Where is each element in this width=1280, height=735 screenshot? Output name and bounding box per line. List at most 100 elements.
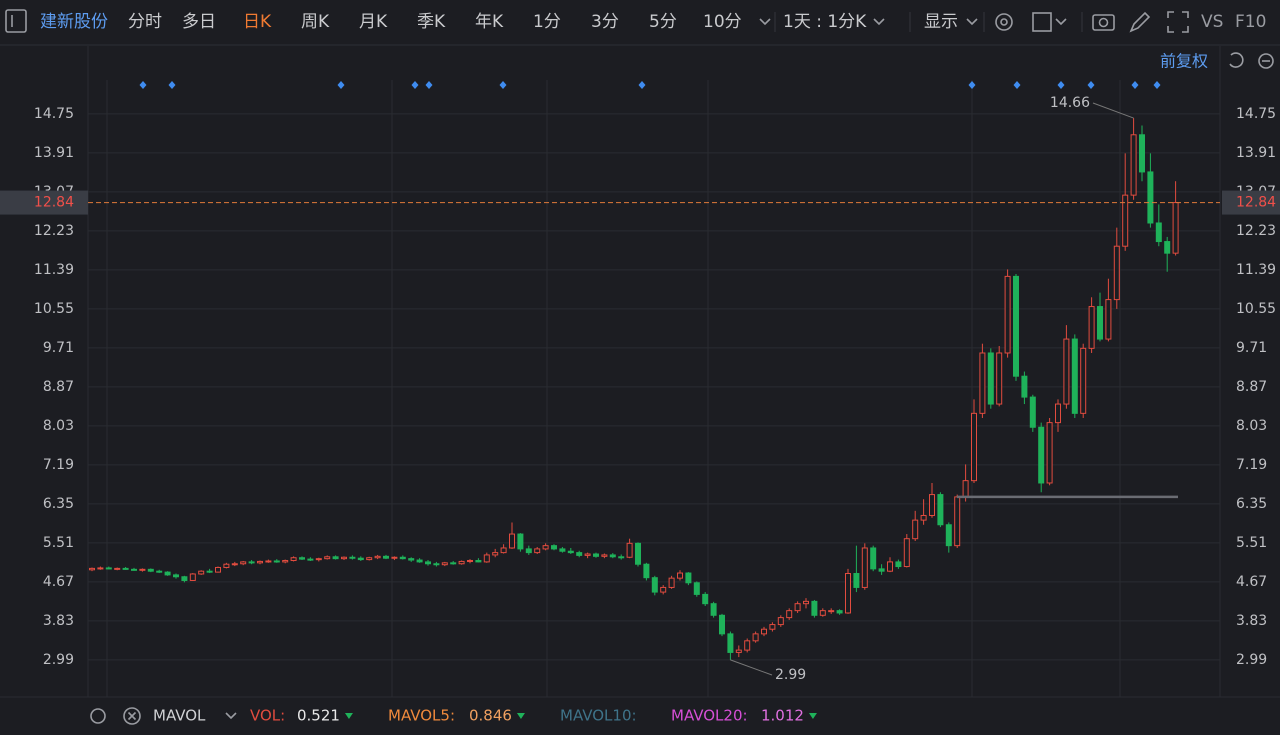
candle-body [1071, 338, 1078, 414]
chevron[interactable] [1055, 18, 1067, 26]
candle-body [114, 567, 121, 570]
candle-body [458, 560, 465, 565]
y-tick-label-right: 3.83 [1236, 613, 1267, 629]
indicator-name[interactable]: MAVOL [153, 707, 206, 725]
chevron[interactable] [759, 18, 771, 26]
event-marker[interactable] [1087, 81, 1095, 89]
candle-body [962, 480, 969, 498]
y-tick-label-right: 13.91 [1236, 145, 1276, 161]
collapse-icon[interactable] [1258, 53, 1274, 69]
candle-body [719, 614, 725, 635]
event-marker[interactable] [1013, 81, 1021, 89]
chevron[interactable] [225, 712, 237, 720]
chevron[interactable] [873, 18, 885, 26]
candle-body [366, 557, 373, 561]
max-leader [1092, 102, 1134, 119]
event-marker[interactable] [1153, 81, 1161, 89]
y-tick-label-right: 10.55 [1236, 301, 1276, 317]
y-tick-label-right: 8.87 [1236, 379, 1267, 395]
display-menu[interactable]: 显示 [924, 12, 958, 32]
undo-icon[interactable] [1229, 52, 1244, 68]
adjustment-toggle[interactable]: 前复权 [1160, 52, 1208, 71]
period-tab[interactable]: 年K [475, 12, 504, 32]
draw-shape-icon[interactable] [1032, 12, 1052, 32]
period-tab[interactable]: 1分 [533, 12, 561, 32]
event-marker[interactable] [139, 81, 147, 89]
candle-body [702, 593, 709, 605]
candle-body [593, 553, 599, 557]
candle-body [584, 553, 591, 556]
candle-body [920, 514, 927, 521]
event-marker[interactable] [1131, 81, 1139, 89]
event-marker[interactable] [337, 81, 345, 89]
candle-body [1046, 422, 1053, 484]
candle-body [971, 412, 977, 482]
period-tab[interactable]: 3分 [591, 12, 619, 32]
candle-body [147, 568, 154, 572]
indicator-settings[interactable] [90, 708, 106, 724]
candle-body [945, 524, 952, 547]
event-marker[interactable] [499, 81, 507, 89]
fullscreen-icon[interactable] [1167, 11, 1189, 33]
candle-body [744, 640, 751, 651]
candle-body [853, 573, 860, 588]
candle-body [349, 556, 356, 559]
y-tick-label-right: 6.35 [1236, 496, 1267, 512]
event-marker[interactable] [168, 81, 176, 89]
settings-icon[interactable] [995, 13, 1013, 31]
period-tab[interactable]: 多日 [182, 12, 216, 32]
period-tab[interactable]: 5分 [649, 12, 677, 32]
chevron[interactable] [966, 18, 978, 26]
candle-body [777, 617, 784, 626]
period-tab[interactable]: 日K [243, 12, 272, 32]
event-marker[interactable] [638, 81, 646, 89]
candle-body [954, 496, 961, 547]
pencil-icon[interactable] [1129, 11, 1151, 33]
candle-body [601, 554, 608, 557]
candle-body [248, 561, 255, 564]
candle-body [525, 548, 532, 554]
candle-body [257, 560, 263, 564]
candle-body [416, 559, 423, 563]
y-tick-label-right: 5.51 [1236, 535, 1267, 551]
candle-body [819, 610, 826, 616]
candle-body [122, 567, 129, 570]
candle-body [231, 563, 238, 566]
candle-body [828, 610, 835, 613]
candle-body [1055, 403, 1061, 424]
period-tab[interactable]: 季K [417, 12, 446, 32]
y-tick-label: 2.99 [43, 652, 74, 668]
interval-select[interactable]: 1天 : 1分K [783, 12, 867, 32]
candle-body [282, 560, 289, 563]
period-tab[interactable]: 周K [301, 12, 330, 32]
candle-body [307, 558, 314, 561]
period-tabs: 分时 多日 日K 周K 月K 季K 年K 1分 3分 5分 10分 [128, 12, 742, 32]
event-marker[interactable] [425, 81, 433, 89]
stock-name[interactable]: 建新股份 [40, 12, 108, 32]
period-tab[interactable]: 月K [359, 12, 388, 32]
camera-icon[interactable] [1092, 14, 1115, 31]
indicator-close[interactable] [123, 707, 141, 725]
max-label: 14.66 [1050, 95, 1090, 111]
candle-body [408, 558, 415, 561]
y-tick-label: 12.23 [34, 223, 74, 239]
candle-body [677, 572, 683, 579]
period-tab[interactable]: 分时 [128, 12, 162, 32]
f10-button[interactable]: F10 [1235, 12, 1266, 32]
y-tick-label-right: 9.71 [1236, 340, 1267, 356]
candle-body [861, 547, 868, 588]
candle-body [651, 577, 658, 593]
menu-icon[interactable] [5, 9, 27, 33]
event-markers [139, 81, 1161, 89]
candle-body [324, 556, 331, 560]
event-marker[interactable] [968, 81, 976, 89]
event-marker[interactable] [411, 81, 419, 89]
indicator-values: VOL: 0.521 MAVOL5: 0.846 MAVOL10: MAVOL20: 1.0… [250, 707, 817, 725]
event-marker[interactable] [1057, 81, 1065, 89]
candle-body [685, 572, 692, 584]
candle-body [735, 649, 742, 653]
candle-body [769, 624, 776, 630]
period-tab[interactable]: 10分 [703, 12, 742, 32]
candle-body [189, 573, 196, 581]
vs-button[interactable]: VS [1201, 12, 1223, 32]
